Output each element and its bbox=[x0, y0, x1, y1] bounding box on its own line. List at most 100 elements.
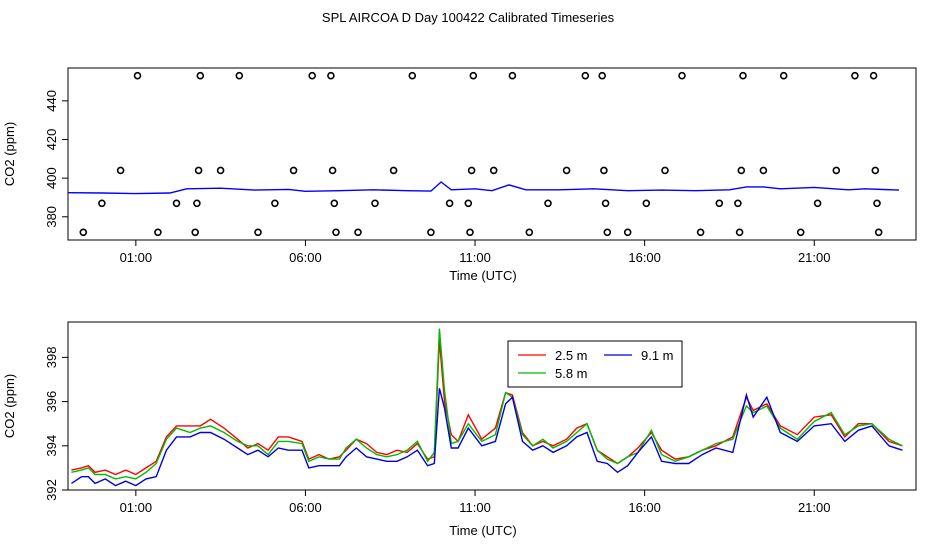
chart-title: SPL AIRCOA D Day 100422 Calibrated Times… bbox=[322, 10, 615, 25]
top-data-marker bbox=[193, 199, 201, 208]
top-data-marker bbox=[734, 199, 742, 208]
top-data-marker bbox=[330, 199, 339, 208]
top-data-marker bbox=[601, 199, 610, 208]
bottom-x-tick-label: 01:00 bbox=[120, 500, 153, 515]
top-data-marker bbox=[796, 228, 805, 237]
top-data-marker bbox=[371, 199, 379, 208]
top-data-marker bbox=[133, 71, 142, 80]
top-y-axis-label: CO2 (ppm) bbox=[2, 122, 17, 186]
bottom-y-tick-label: 398 bbox=[44, 347, 59, 369]
bottom-x-axis-label: Time (UTC) bbox=[449, 523, 516, 538]
top-data-marker bbox=[389, 166, 398, 175]
bottom-x-tick-label: 06:00 bbox=[289, 500, 322, 515]
top-data-marker bbox=[408, 71, 417, 80]
top-data-marker bbox=[715, 199, 724, 208]
top-data-marker bbox=[98, 199, 106, 208]
top-data-marker bbox=[759, 166, 768, 175]
top-data-marker bbox=[678, 71, 686, 80]
top-data-marker bbox=[869, 71, 878, 80]
top-data-marker bbox=[739, 71, 747, 80]
legend-label-9-1m: 9.1 m bbox=[641, 348, 674, 363]
legend-label-5-8m: 5.8 m bbox=[555, 366, 588, 381]
legend-box bbox=[507, 340, 683, 388]
top-x-tick-label: 21:00 bbox=[798, 250, 831, 265]
top-data-marker bbox=[194, 166, 203, 175]
top-x-axis: 01:00 06:00 11:00 16:00 21:00 bbox=[120, 240, 831, 265]
top-data-marker bbox=[642, 199, 651, 208]
top-data-marker bbox=[328, 166, 337, 175]
top-data-marker bbox=[851, 71, 859, 80]
top-data-marker bbox=[172, 199, 181, 208]
top-data-marker bbox=[466, 228, 474, 237]
bottom-y-axis: 392 394 396 398 bbox=[44, 347, 68, 501]
legend-label-2-5m: 2.5 m bbox=[555, 348, 588, 363]
top-data-marker bbox=[464, 199, 473, 208]
top-data-marker bbox=[873, 199, 881, 208]
bottom-series-line-2-5-m bbox=[71, 339, 903, 476]
top-series-line-series-0 bbox=[67, 181, 900, 195]
bottom-series-group bbox=[71, 328, 903, 487]
bottom-plot-frame bbox=[67, 321, 917, 491]
top-data-marker bbox=[581, 71, 590, 80]
top-plot-frame bbox=[67, 67, 917, 241]
bottom-series-line-5-8-m bbox=[71, 328, 903, 480]
top-data-marker bbox=[154, 228, 162, 237]
top-data-marker bbox=[354, 228, 362, 237]
top-data-marker bbox=[779, 71, 788, 80]
top-data-marker bbox=[191, 228, 199, 237]
top-data-marker bbox=[562, 166, 571, 175]
bottom-y-axis-label: CO2 (ppm) bbox=[2, 374, 17, 438]
top-data-marker bbox=[489, 166, 498, 175]
top-data-marker bbox=[271, 199, 279, 208]
bottom-x-tick-label: 11:00 bbox=[459, 500, 491, 515]
top-y-tick-label: 400 bbox=[44, 167, 59, 189]
top-y-axis: 380 400 420 440 bbox=[44, 90, 68, 228]
top-panel: 01:00 06:00 11:00 16:00 21:00 380 400 420 440 T… bbox=[2, 67, 917, 283]
top-data-marker bbox=[235, 71, 244, 80]
top-x-tick-label: 01:00 bbox=[120, 250, 153, 265]
top-data-marker bbox=[737, 166, 746, 175]
bottom-y-tick-label: 392 bbox=[44, 479, 59, 501]
top-data-marker bbox=[327, 71, 335, 80]
bottom-panel: 01:00 06:00 11:00 16:00 21:00 392 394 396 398 T… bbox=[2, 321, 917, 538]
top-data-marker bbox=[813, 199, 822, 208]
top-data-marker bbox=[445, 199, 454, 208]
top-data-marker bbox=[467, 166, 476, 175]
top-data-marker bbox=[871, 166, 880, 175]
top-x-tick-label: 06:00 bbox=[289, 250, 322, 265]
top-data-marker bbox=[525, 228, 534, 237]
top-data-marker bbox=[116, 166, 125, 175]
top-data-marker bbox=[216, 166, 225, 175]
top-data-marker bbox=[598, 71, 607, 80]
top-data-marker bbox=[469, 71, 478, 80]
top-y-tick-label: 380 bbox=[44, 206, 59, 228]
bottom-series-line-9-1-m bbox=[71, 388, 903, 487]
top-markers-group bbox=[79, 71, 883, 237]
top-data-marker bbox=[661, 166, 669, 175]
bottom-y-tick-label: 396 bbox=[44, 391, 59, 413]
top-data-marker bbox=[79, 228, 88, 237]
top-series-group bbox=[67, 181, 900, 195]
top-data-marker bbox=[427, 228, 435, 237]
top-data-marker bbox=[308, 71, 317, 80]
top-x-axis-label: Time (UTC) bbox=[449, 268, 516, 283]
top-data-marker bbox=[623, 228, 632, 237]
top-data-marker bbox=[696, 228, 705, 237]
bottom-y-tick-label: 394 bbox=[44, 435, 59, 457]
top-y-tick-label: 440 bbox=[44, 90, 59, 112]
bottom-x-axis: 01:00 06:00 11:00 16:00 21:00 bbox=[120, 490, 831, 515]
top-x-tick-label: 16:00 bbox=[628, 250, 661, 265]
legend: 2.5 m 5.8 m 9.1 m bbox=[507, 340, 683, 388]
top-data-marker bbox=[544, 199, 552, 208]
top-data-marker bbox=[735, 228, 744, 237]
top-data-marker bbox=[508, 71, 517, 80]
top-data-marker bbox=[832, 166, 841, 175]
bottom-x-tick-label: 16:00 bbox=[628, 500, 661, 515]
top-data-marker bbox=[603, 228, 612, 237]
top-data-marker bbox=[254, 228, 262, 237]
top-data-marker bbox=[196, 71, 205, 80]
top-data-marker bbox=[600, 166, 608, 175]
top-x-tick-label: 11:00 bbox=[459, 250, 491, 265]
bottom-x-tick-label: 21:00 bbox=[798, 500, 831, 515]
